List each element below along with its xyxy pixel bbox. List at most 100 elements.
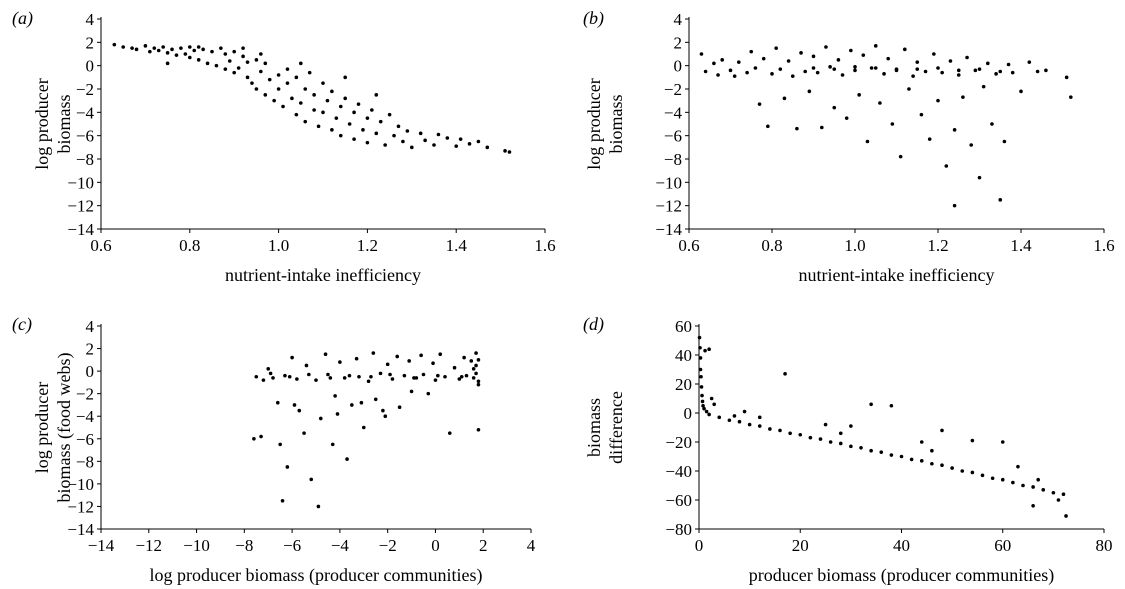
data-point: [749, 49, 754, 54]
y-tick-label: −80: [665, 520, 692, 539]
data-point: [276, 87, 281, 91]
data-point: [426, 391, 431, 396]
data-point: [338, 104, 343, 109]
panel-label: (c): [12, 314, 32, 335]
data-point: [388, 372, 392, 377]
data-point: [915, 67, 920, 71]
data-point: [392, 133, 396, 138]
x-tick-label: 40: [893, 536, 910, 555]
y-tick-label: −10: [67, 475, 94, 494]
data-point: [316, 124, 321, 129]
data-point: [865, 139, 870, 144]
y-axis-label-line1: log producer: [32, 78, 52, 169]
data-point: [227, 59, 232, 63]
data-point: [795, 126, 799, 131]
data-point: [343, 75, 348, 80]
data-point: [879, 450, 884, 454]
data-point: [179, 46, 183, 50]
panel-label: (b): [583, 8, 604, 29]
data-point: [378, 371, 383, 376]
data-point: [369, 374, 373, 379]
data-point: [970, 470, 975, 475]
data-point: [889, 403, 894, 408]
data-point: [783, 372, 787, 376]
data-point: [347, 122, 352, 126]
x-tick-label: 1.0: [844, 236, 865, 255]
x-axis-label: log producer biomass (producer communiti…: [150, 565, 483, 586]
y-tick-label: −60: [665, 491, 692, 510]
data-point: [1035, 69, 1040, 74]
data-point: [823, 422, 828, 427]
data-point: [940, 463, 944, 468]
y-tick-label: −4: [76, 103, 95, 122]
y-tick-label: 2: [86, 340, 95, 359]
data-point: [1000, 440, 1005, 444]
data-point: [1064, 514, 1068, 518]
y-tick-label: 2: [86, 33, 95, 52]
data-point: [261, 378, 266, 382]
data-point: [334, 116, 339, 120]
data-point: [986, 61, 990, 66]
data-point: [143, 44, 148, 48]
data-point: [973, 68, 978, 73]
data-point: [263, 61, 268, 66]
data-point: [857, 93, 861, 97]
y-tick-label: −6: [76, 430, 94, 449]
data-point: [807, 89, 812, 94]
data-point: [766, 124, 770, 129]
data-point: [701, 403, 705, 408]
data-point: [410, 145, 414, 150]
data-point: [824, 45, 828, 49]
data-point: [728, 68, 733, 73]
data-point: [1000, 477, 1005, 482]
data-point: [347, 373, 352, 378]
data-point: [433, 378, 438, 382]
data-point: [1021, 483, 1025, 488]
data-point: [412, 376, 416, 380]
data-point: [859, 446, 863, 450]
data-point: [447, 431, 452, 435]
data-point: [994, 72, 998, 76]
data-point: [338, 133, 343, 138]
data-point: [716, 73, 720, 77]
y-tick-label: 0: [86, 362, 95, 381]
y-tick-label: −40: [665, 462, 692, 481]
data-point: [333, 394, 337, 398]
y-tick-label: −12: [655, 197, 682, 216]
data-point: [474, 371, 478, 376]
data-point: [312, 108, 316, 112]
y-tick-label: −6: [664, 127, 682, 146]
y-axis-label-line2: biomass (food webs): [54, 353, 75, 503]
data-point: [969, 143, 973, 147]
data-point: [811, 66, 816, 70]
data-point: [397, 405, 402, 410]
data-point: [956, 73, 961, 77]
data-point: [886, 56, 890, 61]
x-tick-label: 60: [994, 536, 1011, 555]
panel-label: (a): [12, 8, 33, 29]
data-point: [259, 52, 263, 56]
data-point: [770, 72, 774, 76]
data-point: [1036, 477, 1040, 482]
data-point: [732, 414, 737, 418]
data-point: [778, 428, 782, 433]
data-point: [898, 154, 903, 159]
data-point: [1061, 492, 1066, 497]
data-point: [915, 60, 920, 64]
data-point: [952, 203, 957, 208]
data-point: [699, 52, 704, 56]
data-point: [990, 122, 994, 126]
data-point: [737, 419, 742, 424]
data-point: [335, 412, 340, 416]
data-point: [304, 363, 309, 368]
y-tick-label: 40: [675, 346, 692, 365]
data-point: [778, 67, 783, 71]
data-point: [1011, 480, 1015, 485]
x-tick-label: −4: [331, 536, 350, 555]
data-point: [458, 137, 463, 141]
data-point: [252, 436, 256, 441]
data-point: [201, 47, 205, 52]
data-point: [707, 347, 711, 352]
data-point: [454, 144, 459, 148]
x-tick-label: 1.0: [268, 236, 289, 255]
